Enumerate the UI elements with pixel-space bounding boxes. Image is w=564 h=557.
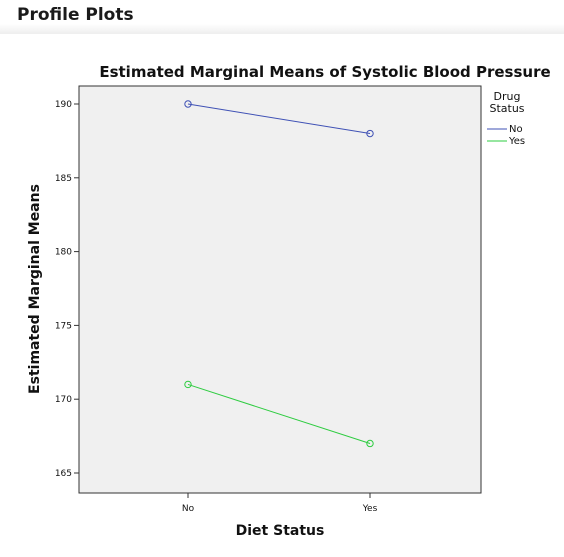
y-axis-title: Estimated Marginal Means [27, 184, 43, 394]
y-tick-label: 185 [55, 174, 72, 184]
x-tick-label: No [182, 504, 195, 514]
page-header: Profile Plots [0, 0, 564, 34]
legend-title: Drug Status [489, 90, 524, 115]
y-tick-label: 175 [55, 321, 72, 331]
data-point-no-yes [366, 129, 374, 138]
y-tick-label: 180 [55, 248, 72, 258]
series-line-yes [187, 383, 371, 444]
y-axis: 165 170 175 180 185 190 [55, 100, 79, 479]
series-line-no [187, 103, 371, 135]
x-axis-title: Diet Status [236, 523, 325, 539]
x-tick-label: Yes [362, 504, 378, 514]
data-point-yes-no [184, 380, 192, 389]
y-tick-label: 165 [55, 469, 72, 479]
legend-label-yes: Yes [508, 136, 525, 147]
legend-label-no: No [509, 124, 523, 135]
y-tick-label: 170 [55, 395, 72, 405]
y-tick-label: 190 [55, 100, 72, 110]
series-layer [184, 100, 374, 448]
data-point-no-no [184, 100, 192, 108]
plot-area [78, 85, 482, 494]
page-heading: Profile Plots [17, 5, 134, 25]
x-axis: No Yes [182, 493, 378, 514]
data-point-yes-yes [366, 439, 374, 448]
chart-title: Estimated Marginal Means of Systolic Blo… [99, 63, 550, 81]
